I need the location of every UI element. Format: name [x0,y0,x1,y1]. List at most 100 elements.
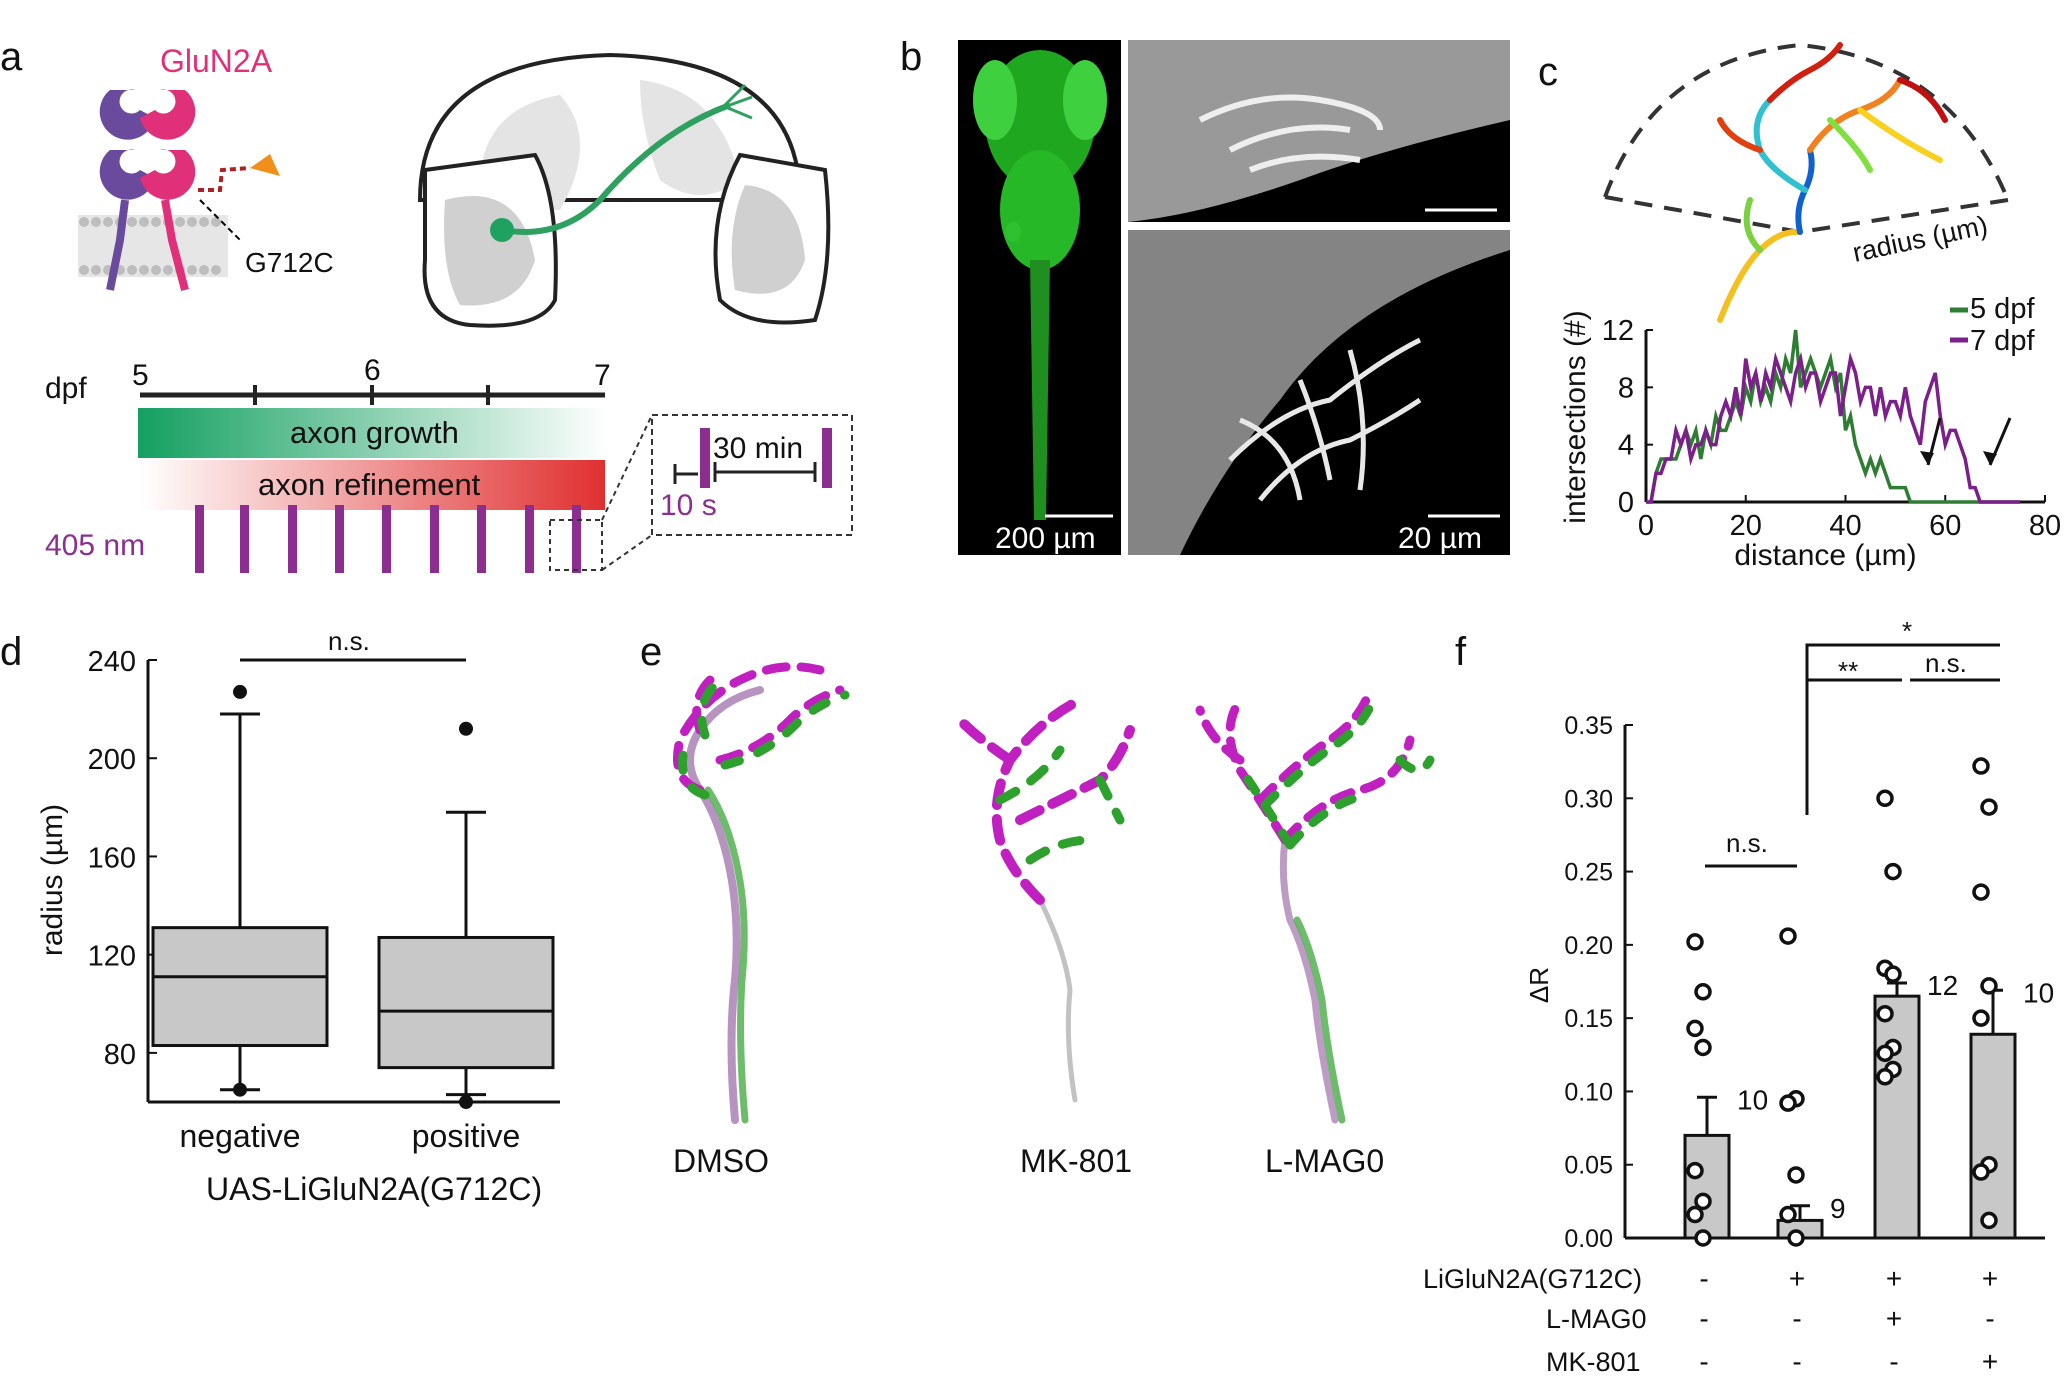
data-point [1980,1211,1998,1230]
arrow-7dpf [1983,451,1997,465]
data-point [1972,757,1990,775]
panel-label-b: b [900,35,922,79]
row-label-mk801: MK-801 [1546,1347,1641,1377]
axon-refinement-bar [140,460,605,510]
sig-label-4: * [1902,616,1912,646]
rgc-axon [501,102,732,235]
light-pulse-7 [525,505,534,573]
y-axis-label: intersections (#) [1559,310,1592,523]
panel-label-e: e [640,630,662,674]
y-tick-label: 0.20 [1564,932,1613,960]
panel-a: a GluN2A G712C [0,35,853,573]
data-point [1980,977,1998,995]
condition-label-lmag0: L-MAG0 [1265,1143,1384,1179]
y-tick-label: 80 [104,1039,136,1071]
data-point [1980,798,1998,816]
condition-symbol: - [1792,1346,1801,1377]
panel-label-f: f [1455,630,1467,674]
y-tick-label: 0.00 [1564,1225,1613,1253]
arbor-dmso [673,662,850,1124]
light-pulse-6 [477,505,486,573]
n-label: 12 [1927,970,1958,1001]
series-line-5-dpf [1646,329,2021,504]
receptor-icon [78,89,280,292]
inset-30min-label: 30 min [713,432,803,465]
data-point [1694,1038,1712,1057]
inset-10s-label: 10 s [660,489,717,522]
row-label-liglun2a: LiGluN2A(G712C) [1423,1264,1642,1294]
outlier-point [233,1082,247,1097]
y-tick-label: 4 [1618,430,1634,462]
rgc-arbor-image [1228,337,1422,502]
condition-symbol: - [1792,1303,1801,1334]
y-tick-label: 240 [88,646,136,678]
condition-label-mk801: MK-801 [1020,1143,1132,1179]
row-label-lmag0: L-MAG0 [1546,1304,1647,1334]
data-point [1686,933,1704,951]
outlier-point [459,721,473,736]
legend-7dpf: 7 dpf [1970,325,2035,357]
sholl-arc [1603,42,2010,201]
data-point [1972,883,1990,901]
y-tick-label: 200 [88,744,136,776]
y-tick-label: 0.35 [1564,712,1613,740]
axon-growth-bar [138,408,608,458]
data-point [1779,1205,1797,1224]
condition-symbol: + [1982,1263,1998,1294]
box-negative [151,926,329,1048]
data-point [1876,1004,1894,1023]
condition-table: - - - + - - + + - + - + [1699,1263,1998,1377]
data-point [1972,1009,1990,1027]
panel-label-c: c [1538,50,1558,94]
panel-d: d 80 120 160 200 240 radius (µm) negative posit… [0,626,560,1207]
panel-c: c radius (µm) 5 dpf 7 dpf 0 20 40 60 80 0 4 8 12… [1538,42,2061,572]
light-pulse-4 [382,505,391,573]
legend-5dpf: 5 dpf [1970,293,2035,325]
y-tick-label: 0.30 [1564,785,1613,813]
data-point [1876,1068,1894,1086]
axon-growth-label: axon growth [290,415,459,450]
x-category-label: negative [180,1118,301,1154]
n-label: 10 [1737,1084,1768,1115]
larva-green-signal [973,50,1107,520]
panel-label-a: a [0,35,23,79]
scale-bar-20um: 20 µm [1398,522,1482,555]
outlier-point [459,1095,473,1109]
bar-2 [1873,994,1921,1240]
condition-label-dmso: DMSO [673,1143,769,1179]
timeline-tick-7: 7 [594,359,611,392]
data-point [1694,1229,1712,1247]
axon-refinement-label: axon refinement [258,467,481,502]
condition-symbol: - [1985,1303,1994,1334]
data-point [1686,1205,1704,1224]
sig-label-3: n.s. [1925,648,1967,678]
light-pulses [195,505,581,573]
light-pulse-3 [335,505,344,573]
y-tick-label: 12 [1602,315,1634,347]
y-axis-label: radius (µm) [36,804,69,956]
panel-label-d: d [0,630,22,674]
y-tick-label: 0.05 [1564,1152,1613,1180]
light-label: 405 nm [45,529,145,562]
panel-b: b 200 µm 20 µm [900,35,1510,555]
y-tick-label: 0.25 [1564,859,1613,887]
data-point [1884,965,1902,983]
glun2a-label: GluN2A [160,43,273,79]
panel-e: e DMSO MK-801 L-MAG0 [640,630,1435,1179]
n-label: 10 [2023,977,2054,1008]
condition-symbol: - [1699,1263,1708,1294]
data-point [1686,1161,1704,1180]
radius-label: radius (µm) [1850,210,1990,268]
sig-label-1: n.s. [1726,828,1768,858]
timeline-axis-label: dpf [45,372,87,405]
x-category-label: positive [412,1118,521,1154]
group-title-d: UAS-LiGluN2A(G712C) [206,1171,542,1207]
condition-symbol: - [1699,1346,1708,1377]
condition-symbol: - [1889,1346,1898,1377]
y-tick-label: 0.10 [1564,1078,1613,1106]
data-point [1876,1044,1894,1063]
sig-label-2: ** [1838,656,1858,686]
arbor-lmag0 [1195,685,1435,1124]
outlier-point [233,684,247,699]
arrow-5dpf [1920,451,1934,465]
